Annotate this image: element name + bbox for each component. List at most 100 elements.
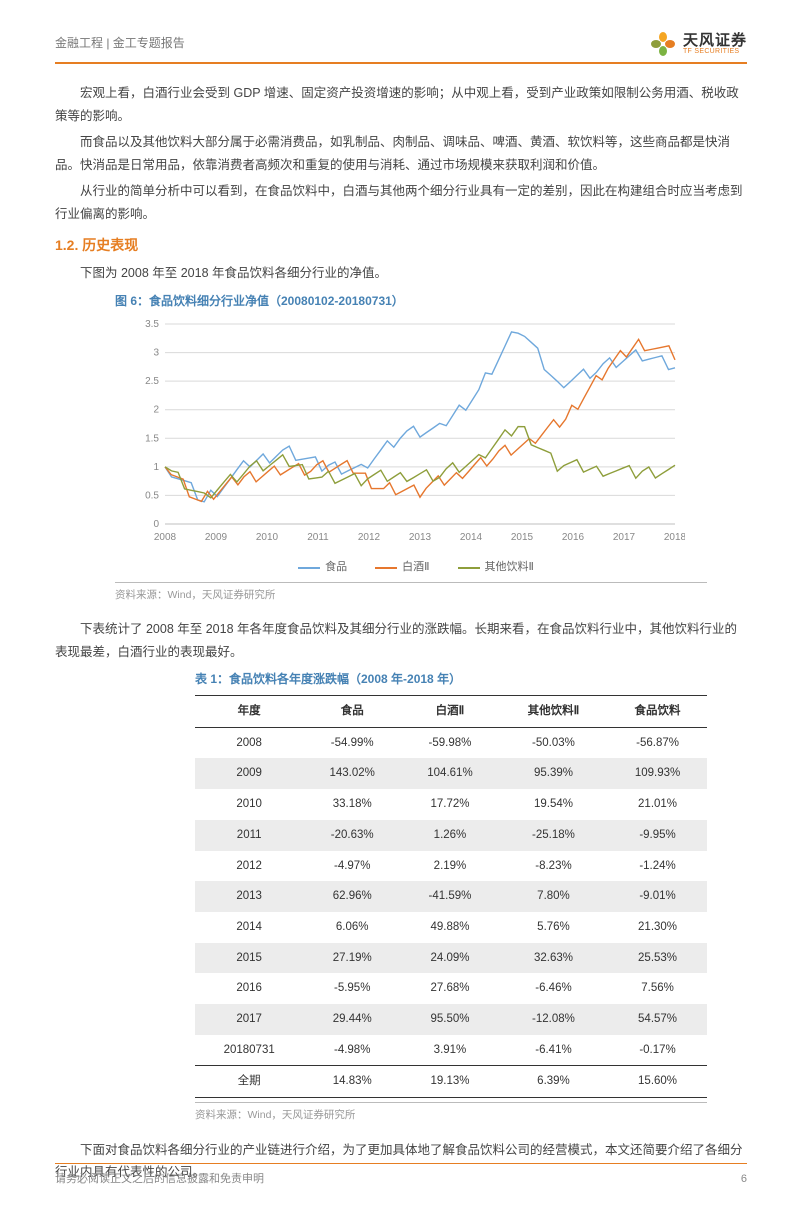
table-cell: 17.72% [401,789,499,820]
section-number: 1.2. [55,237,78,253]
table-cell: 14.83% [303,1066,401,1098]
table-cell: -9.01% [608,881,707,912]
svg-text:1: 1 [153,462,159,473]
table-cell: 29.44% [303,1004,401,1035]
legend-label: 其他饮料Ⅱ [485,558,534,578]
table-cell: 2008 [195,727,303,758]
table-row: 2008-54.99%-59.98%-50.03%-56.87% [195,727,707,758]
table-cell: -1.24% [608,851,707,882]
header-category: 金融工程 | 金工专题报告 [55,33,185,55]
table-source: 资料来源：Wind，天风证券研究所 [195,1102,707,1125]
table-cell: 24.09% [401,943,499,974]
table-cell: 49.88% [401,912,499,943]
table-cell: 95.39% [499,758,608,789]
svg-text:2011: 2011 [307,532,329,543]
table-cell: 20180731 [195,1035,303,1066]
table-cell: 27.68% [401,973,499,1004]
svg-text:2009: 2009 [205,532,228,543]
table-cell: -8.23% [499,851,608,882]
svg-text:0: 0 [153,519,159,530]
table-row: 2012-4.97%2.19%-8.23%-1.24% [195,851,707,882]
table-cell: 6.06% [303,912,401,943]
table-row: 2009143.02%104.61%95.39%109.93% [195,758,707,789]
table-cell: 2010 [195,789,303,820]
legend-label: 白酒Ⅱ [402,558,429,578]
table-row: 2016-5.95%27.68%-6.46%7.56% [195,973,707,1004]
svg-text:2014: 2014 [460,532,483,543]
table-cell: 27.19% [303,943,401,974]
body-paragraph: 而食品以及其他饮料大部分属于必需消费品，如乳制品、肉制品、调味品、啤酒、黄酒、软… [55,131,747,176]
table-cell: -9.95% [608,820,707,851]
table-cell: 7.56% [608,973,707,1004]
page-header: 金融工程 | 金工专题报告 天风证券 TF SECURITIES [55,30,747,64]
table-cell: 21.30% [608,912,707,943]
table-cell: -59.98% [401,727,499,758]
table-cell: 95.50% [401,1004,499,1035]
table-cell: 2013 [195,881,303,912]
table-cell: -20.63% [303,820,401,851]
body-paragraph: 从行业的简单分析中可以看到，在食品饮料中，白酒与其他两个细分行业具有一定的差别，… [55,180,747,225]
svg-text:2008: 2008 [154,532,177,543]
table-cell: -0.17% [608,1035,707,1066]
footer-page-number: 6 [741,1170,747,1190]
svg-text:2016: 2016 [562,532,585,543]
body-paragraph: 下图为 2008 年至 2018 年食品饮料各细分行业的净值。 [55,262,747,285]
table-row: 全期14.83%19.13%6.39%15.60% [195,1066,707,1098]
table-header-cell: 其他饮料Ⅱ [499,696,608,728]
table-row: 201033.18%17.72%19.54%21.01% [195,789,707,820]
table-header-cell: 食品饮料 [608,696,707,728]
figure-source: 资料来源：Wind，天风证券研究所 [115,582,707,605]
table-cell: 21.01% [608,789,707,820]
table-cell: 32.63% [499,943,608,974]
table-1: 年度食品白酒Ⅱ其他饮料Ⅱ食品饮料2008-54.99%-59.98%-50.03… [195,695,707,1098]
svg-text:2018: 2018 [664,532,685,543]
table-cell: -4.98% [303,1035,401,1066]
table-cell: -6.41% [499,1035,608,1066]
body-paragraph: 宏观上看，白酒行业会受到 GDP 增速、固定资产投资增速的影响；从中观上看，受到… [55,82,747,127]
chart-legend: 食品 白酒Ⅱ 其他饮料Ⅱ [125,558,707,578]
table-row: 20180731-4.98%3.91%-6.41%-0.17% [195,1035,707,1066]
table-row: 2011-20.63%1.26%-25.18%-9.95% [195,820,707,851]
table-cell: 143.02% [303,758,401,789]
logo-text-cn: 天风证券 [683,33,747,48]
table-cell: 2017 [195,1004,303,1035]
table-cell: 2014 [195,912,303,943]
figure-6-chart: 00.511.522.533.5200820092010201120122013… [125,316,707,577]
table-cell: 104.61% [401,758,499,789]
table-cell: 54.57% [608,1004,707,1035]
table-header-cell: 年度 [195,696,303,728]
table-row: 20146.06%49.88%5.76%21.30% [195,912,707,943]
logo-flower-icon [649,30,677,58]
table-cell: -5.95% [303,973,401,1004]
table-cell: 19.54% [499,789,608,820]
logo-text-en: TF SECURITIES [683,48,747,55]
table-cell: -50.03% [499,727,608,758]
svg-text:2010: 2010 [256,532,279,543]
table-cell: 109.93% [608,758,707,789]
svg-text:3.5: 3.5 [145,319,159,330]
legend-label: 食品 [325,558,347,578]
table-cell: 15.60% [608,1066,707,1098]
svg-text:2012: 2012 [358,532,381,543]
table-cell: 2016 [195,973,303,1004]
table-cell: 25.53% [608,943,707,974]
svg-text:0.5: 0.5 [145,491,159,502]
table-cell: 2009 [195,758,303,789]
svg-text:2: 2 [153,405,159,416]
table-cell: 19.13% [401,1066,499,1098]
table-cell: 3.91% [401,1035,499,1066]
table-header-cell: 食品 [303,696,401,728]
svg-text:2013: 2013 [409,532,432,543]
section-heading: 1.2. 历史表现 [55,233,747,258]
table-cell: -56.87% [608,727,707,758]
table-cell: 7.80% [499,881,608,912]
table-cell: -12.08% [499,1004,608,1035]
table-cell: 5.76% [499,912,608,943]
table-cell: -41.59% [401,881,499,912]
svg-text:3: 3 [153,348,159,359]
table-cell: 2015 [195,943,303,974]
svg-text:2015: 2015 [511,532,534,543]
svg-text:1.5: 1.5 [145,434,159,445]
table-cell: 全期 [195,1066,303,1098]
table-cell: -54.99% [303,727,401,758]
